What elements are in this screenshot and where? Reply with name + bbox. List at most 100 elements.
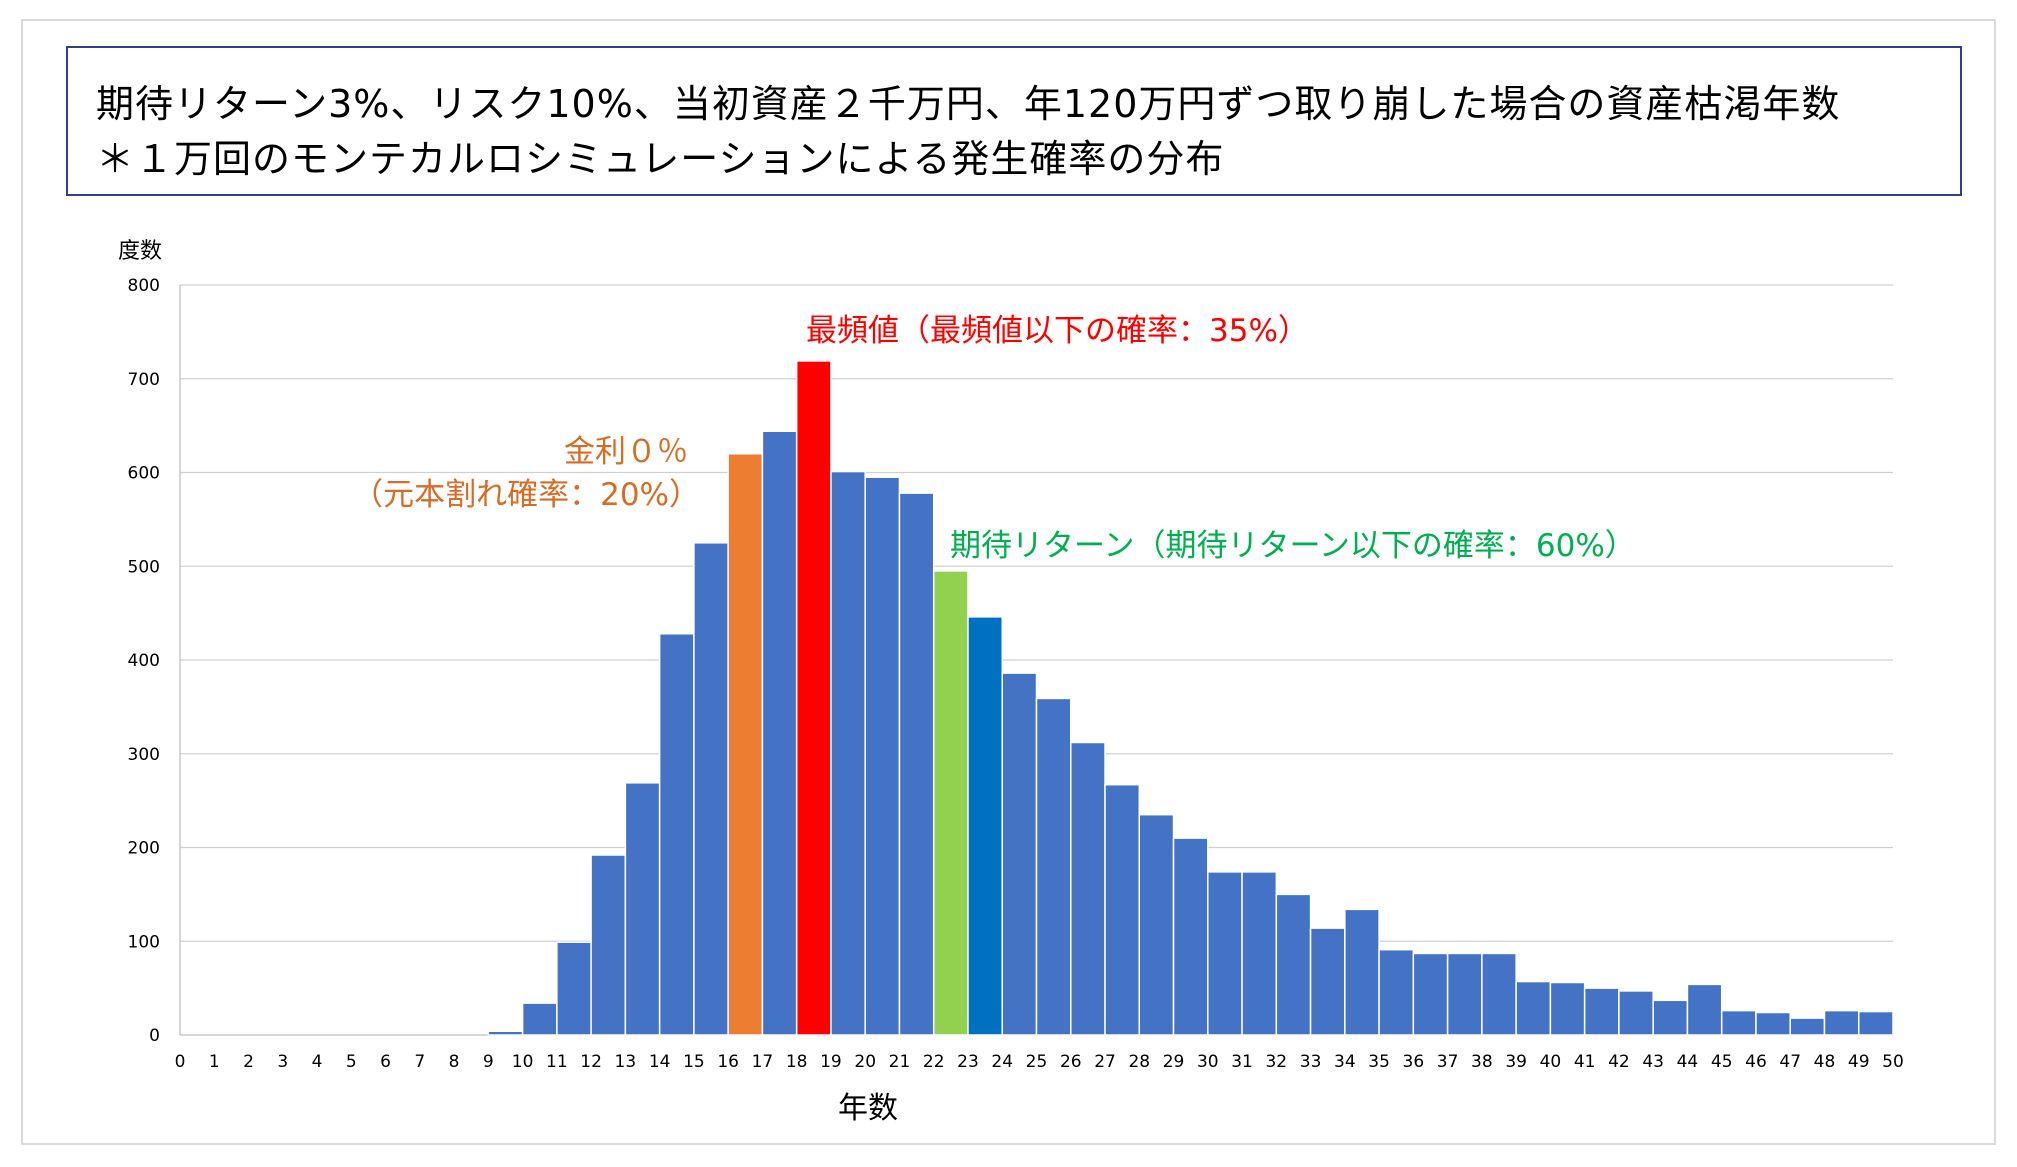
x-tick-label: 12 xyxy=(580,1052,602,1072)
histogram-bar-24-25 xyxy=(1001,672,1038,1036)
histogram-bar-46-47 xyxy=(1755,1011,1791,1036)
x-tick-label: 21 xyxy=(889,1052,911,1072)
x-tick-label: 25 xyxy=(1026,1052,1048,1072)
x-tick-label: 13 xyxy=(615,1052,637,1072)
x-tick-label: 9 xyxy=(483,1052,494,1072)
x-tick-label: 7 xyxy=(414,1052,425,1072)
x-tick-label: 15 xyxy=(683,1052,705,1072)
histogram-bar-25-26 xyxy=(1035,697,1072,1036)
x-tick-label: 22 xyxy=(923,1052,945,1072)
histogram-bar-47-48 xyxy=(1789,1017,1826,1036)
expected-return-annotation: 期待リターン（期待リターン以下の確率：60%） xyxy=(950,528,1636,564)
chart-title: 期待リターン3%、リスク10%、当初資産２千万円、年120万円ずつ取り崩した場合… xyxy=(96,82,1841,126)
x-tick-label: 20 xyxy=(854,1052,876,1072)
zero-interest-annotation: 金利０％ xyxy=(564,434,688,470)
x-tick-label: 18 xyxy=(786,1052,808,1072)
x-tick-label: 2 xyxy=(243,1052,254,1072)
x-tick-label: 49 xyxy=(1848,1052,1870,1072)
histogram-bar-26-27 xyxy=(1070,741,1106,1036)
y-tick-label: 700 xyxy=(128,370,160,390)
histogram-bar-28-29 xyxy=(1138,813,1175,1036)
histogram-bar-32-33 xyxy=(1275,893,1312,1036)
histogram-bar-29-30 xyxy=(1172,837,1209,1036)
histogram-bar-41-42 xyxy=(1583,987,1620,1036)
y-tick-label: 500 xyxy=(128,557,160,577)
histogram-bar-9-10 xyxy=(487,1030,524,1036)
y-tick-label: 300 xyxy=(128,745,160,765)
bar-series xyxy=(487,360,1894,1036)
y-tick-label: 400 xyxy=(128,651,160,671)
chart-subtitle: ＊１万回のモンテカルロシミュレーションによる発生確率の分布 xyxy=(96,137,1225,181)
x-tick-label: 46 xyxy=(1745,1052,1767,1072)
histogram-bar-12-13 xyxy=(590,854,627,1036)
y-axis-ticks: 0 100 200 300 400 500 600 700 800 xyxy=(128,276,160,1046)
x-tick-label: 27 xyxy=(1094,1052,1116,1072)
x-tick-label: 10 xyxy=(512,1052,534,1072)
x-tick-label: 28 xyxy=(1128,1052,1150,1072)
histogram-bar-31-32 xyxy=(1241,871,1278,1036)
x-tick-label: 48 xyxy=(1814,1052,1836,1072)
x-tick-label: 17 xyxy=(752,1052,774,1072)
x-tick-label: 5 xyxy=(346,1052,357,1072)
y-tick-label: 0 xyxy=(149,1026,160,1046)
histogram-bar-10-11 xyxy=(521,1002,558,1036)
histogram-bar-44-45 xyxy=(1686,983,1723,1036)
slide-frame xyxy=(21,19,1996,1145)
x-axis-title: 年数 xyxy=(838,1091,898,1126)
histogram-bar-48-49 xyxy=(1823,1009,1860,1036)
x-tick-label: 38 xyxy=(1471,1052,1493,1072)
x-tick-label: 29 xyxy=(1163,1052,1185,1072)
y-tick-label: 100 xyxy=(128,932,160,952)
histogram-bar-19-20 xyxy=(830,470,866,1036)
y-tick-label: 200 xyxy=(128,839,160,859)
x-tick-label: 8 xyxy=(449,1052,460,1072)
histogram-bar-39-40 xyxy=(1515,980,1552,1036)
x-tick-label: 24 xyxy=(991,1052,1013,1072)
x-tick-label: 33 xyxy=(1300,1052,1322,1072)
x-tick-label: 4 xyxy=(312,1052,323,1072)
histogram-bar-43-44 xyxy=(1652,999,1689,1036)
histogram-bar-37-38 xyxy=(1446,952,1483,1036)
x-tick-label: 42 xyxy=(1608,1052,1630,1072)
histogram-bar-11-12 xyxy=(556,941,592,1036)
x-tick-label: 39 xyxy=(1505,1052,1527,1072)
histogram-bar-45-46 xyxy=(1720,1009,1757,1036)
histogram-bar-20-21 xyxy=(864,476,901,1036)
x-axis-ticks: 0 1 2 3 4 5 6 7 8 9 10 11 12 13 14 15 16 17 18 19 20 21 22 23 24… xyxy=(175,1052,1904,1072)
x-tick-label: 43 xyxy=(1642,1052,1664,1072)
histogram-bar-17-18 xyxy=(761,430,798,1036)
x-tick-label: 6 xyxy=(380,1052,391,1072)
x-tick-label: 31 xyxy=(1231,1052,1253,1072)
x-tick-label: 3 xyxy=(277,1052,288,1072)
x-tick-label: 0 xyxy=(175,1052,186,1072)
y-axis-title: 度数 xyxy=(118,239,162,264)
histogram-bar-40-41 xyxy=(1549,981,1586,1036)
y-tick-label: 600 xyxy=(128,464,160,484)
histogram-bar-30-31 xyxy=(1207,871,1243,1036)
histogram-bar-49-50 xyxy=(1857,1010,1894,1036)
x-tick-label: 11 xyxy=(546,1052,568,1072)
x-tick-label: 36 xyxy=(1403,1052,1425,1072)
x-tick-label: 32 xyxy=(1265,1052,1287,1072)
x-tick-label: 14 xyxy=(649,1052,671,1072)
x-tick-label: 45 xyxy=(1711,1052,1733,1072)
x-tick-label: 44 xyxy=(1677,1052,1699,1072)
histogram-bar-35-36 xyxy=(1378,948,1415,1036)
histogram-bar-14-15 xyxy=(658,633,695,1036)
histogram-bar-16-17 xyxy=(727,453,764,1036)
x-tick-label: 1 xyxy=(209,1052,220,1072)
x-tick-label: 50 xyxy=(1882,1052,1904,1072)
histogram-bar-13-14 xyxy=(624,782,661,1036)
histogram-bar-34-35 xyxy=(1344,908,1380,1036)
principal-loss-annotation: （元本割れ確率：20%） xyxy=(352,477,700,513)
y-tick-label: 800 xyxy=(128,276,160,296)
x-tick-label: 47 xyxy=(1779,1052,1801,1072)
x-tick-label: 26 xyxy=(1060,1052,1082,1072)
x-tick-label: 34 xyxy=(1334,1052,1356,1072)
histogram-bar-33-34 xyxy=(1309,927,1346,1036)
x-tick-label: 23 xyxy=(957,1052,979,1072)
title-box: 期待リターン3%、リスク10%、当初資産２千万円、年120万円ずつ取り崩した場合… xyxy=(66,46,1962,196)
histogram-bar-38-39 xyxy=(1481,952,1517,1036)
histogram-bar-18-19 xyxy=(795,360,832,1036)
x-tick-label: 35 xyxy=(1368,1052,1390,1072)
